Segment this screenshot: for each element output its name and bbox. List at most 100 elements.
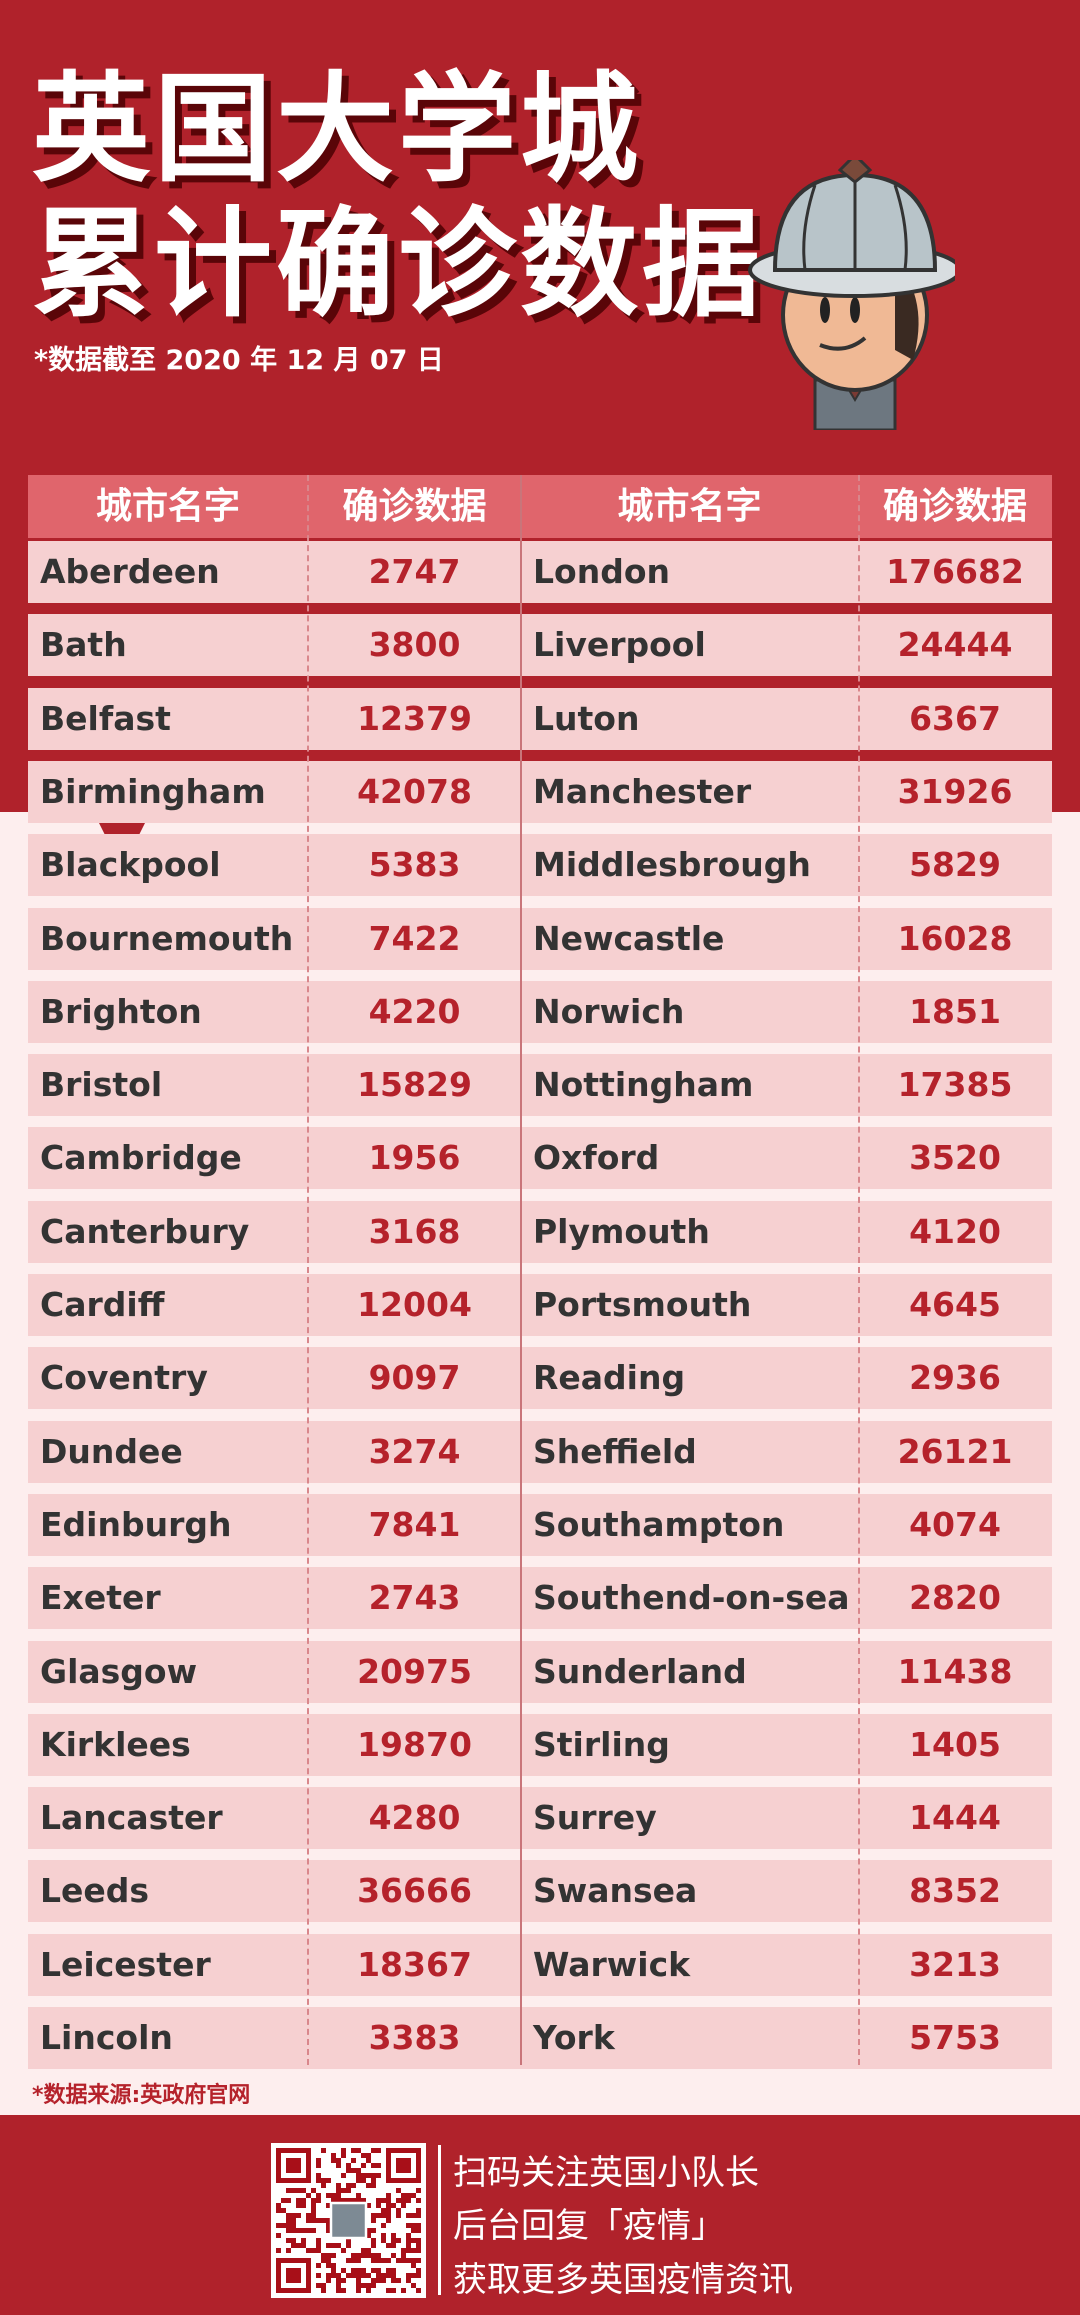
- table-row: Kirklees 19870 Stirling 1405: [28, 1713, 1052, 1776]
- case-count: 1444: [909, 1798, 1001, 1838]
- city-name: Leicester: [40, 1944, 211, 1984]
- city-name: Lincoln: [40, 2018, 173, 2057]
- case-count: 5383: [368, 845, 461, 885]
- table-row: Cambridge 1956 Oxford 3520: [28, 1127, 1052, 1190]
- case-count: 2747: [368, 552, 461, 591]
- city-name: Southend-on-sea: [533, 1578, 850, 1618]
- column-header-city: 城市名字: [617, 486, 762, 527]
- column-divider: [858, 475, 860, 2065]
- city-name: Sunderland: [533, 1651, 747, 1691]
- city-name: Leeds: [40, 1871, 150, 1911]
- case-count: 15829: [357, 1065, 472, 1105]
- city-name: Oxford: [533, 1138, 660, 1178]
- city-name: Dundee: [40, 1431, 183, 1471]
- table-row: Bath 3800 Liverpool 24444: [28, 614, 1052, 677]
- city-name: Reading: [533, 1358, 686, 1398]
- city-name: Canterbury: [40, 1211, 250, 1251]
- table-row: Birmingham 42078 Manchester 31926: [28, 760, 1052, 823]
- city-name: Exeter: [40, 1578, 161, 1618]
- case-count: 18367: [357, 1944, 472, 1984]
- city-name: Sheffield: [533, 1431, 697, 1471]
- case-count: 7841: [368, 1504, 461, 1544]
- case-count: 24444: [897, 625, 1013, 665]
- city-name: Aberdeen: [40, 552, 220, 591]
- table-row: Coventry 9097 Reading 2936: [28, 1347, 1052, 1410]
- table-row: Belfast 12379 Luton 6367: [28, 687, 1052, 750]
- case-count: 11438: [897, 1651, 1013, 1691]
- qr-code-icon[interactable]: [271, 2143, 426, 2298]
- case-count: 5829: [909, 845, 1001, 885]
- table-row: Leeds 36666 Swansea 8352: [28, 1860, 1052, 1923]
- column-header-cases: 确诊数据: [342, 486, 487, 527]
- case-count: 12004: [357, 1285, 472, 1324]
- table-row: Dundee 3274 Sheffield 26121: [28, 1420, 1052, 1483]
- city-name: Cardiff: [40, 1285, 165, 1324]
- case-count: 17385: [897, 1065, 1013, 1105]
- city-name: Middlesbrough: [533, 845, 811, 885]
- case-count: 4220: [368, 991, 461, 1031]
- table-header-row: 城市名字 确诊数据 城市名字 确诊数据: [28, 475, 1052, 538]
- case-count: 31926: [897, 771, 1013, 811]
- table-row: Bristol 15829 Nottingham 17385: [28, 1054, 1052, 1117]
- city-name: Bournemouth: [40, 918, 294, 958]
- city-name: Bristol: [40, 1065, 163, 1105]
- case-count: 19870: [357, 1724, 472, 1764]
- city-name: Manchester: [533, 771, 752, 811]
- column-header-cases: 确诊数据: [882, 486, 1027, 527]
- case-count: 20975: [357, 1651, 472, 1691]
- case-count: 6367: [909, 698, 1001, 738]
- city-name: Lancaster: [40, 1798, 223, 1838]
- case-count: 4280: [368, 1798, 461, 1838]
- city-name: Luton: [533, 698, 640, 738]
- title-line-2: 累计确诊数据: [32, 195, 765, 333]
- footer-line-3: 获取更多英国疫情资讯: [453, 2260, 793, 2300]
- case-count: 2936: [909, 1358, 1001, 1398]
- city-name: Kirklees: [40, 1724, 191, 1764]
- case-count: 3520: [909, 1138, 1001, 1178]
- table-row: Lincoln 3383 York 5753: [28, 2007, 1052, 2069]
- table-row: Cardiff 12004 Portsmouth 4645: [28, 1274, 1052, 1336]
- table-row: Edinburgh 7841 Southampton 4074: [28, 1493, 1052, 1556]
- table-row: Brighton 4220 Norwich 1851: [28, 980, 1052, 1043]
- case-count: 26121: [897, 1431, 1013, 1471]
- city-name: Liverpool: [533, 625, 706, 665]
- table-row: Blackpool 5383 Middlesbrough 5829: [28, 834, 1052, 897]
- table-row: Exeter 2743 Southend-on-sea 2820: [28, 1567, 1052, 1630]
- footer-banner: [0, 2115, 1080, 2315]
- case-count: 4120: [909, 1211, 1001, 1251]
- case-count: 8352: [909, 1871, 1001, 1911]
- city-name: Newcastle: [533, 918, 725, 958]
- header-banner: 英国大学城 累计确诊数据 *数据截至 2020 年 12 月 07 日: [0, 0, 1080, 812]
- city-name: Birmingham: [40, 771, 266, 811]
- footer-line-1: 扫码关注英国小队长: [453, 2153, 759, 2193]
- table-row: Canterbury 3168 Plymouth 4120: [28, 1200, 1052, 1263]
- column-header-city: 城市名字: [95, 486, 240, 527]
- city-name: London: [533, 552, 670, 591]
- case-count: 1956: [368, 1138, 461, 1178]
- case-count: 1851: [909, 991, 1001, 1031]
- city-name: Bath: [40, 625, 127, 665]
- city-name: Warwick: [533, 1944, 691, 1984]
- city-name: Surrey: [533, 1798, 657, 1838]
- city-name: Swansea: [533, 1871, 698, 1911]
- case-count: 3800: [368, 625, 461, 665]
- city-name: Edinburgh: [40, 1504, 232, 1544]
- table-row: Lancaster 4280 Surrey 1444: [28, 1787, 1052, 1850]
- city-name: Portsmouth: [533, 1285, 752, 1324]
- source-note: *数据来源:英政府官网: [32, 2083, 251, 2108]
- column-divider: [307, 475, 309, 2065]
- case-count: 12379: [357, 698, 472, 738]
- footer-line-2: 后台回复「疫情」: [453, 2206, 725, 2246]
- case-count: 176682: [886, 552, 1024, 591]
- case-count: 16028: [897, 918, 1013, 958]
- case-count: 2820: [909, 1578, 1001, 1618]
- footer-divider: [438, 2145, 441, 2295]
- case-count: 3168: [368, 1211, 461, 1251]
- date-note: *数据截至 2020 年 12 月 07 日: [34, 345, 444, 376]
- city-name: Coventry: [40, 1358, 208, 1398]
- case-count: 3274: [368, 1431, 461, 1471]
- city-name: Belfast: [40, 698, 171, 738]
- city-name: Southampton: [533, 1504, 785, 1544]
- city-name: Stirling: [533, 1724, 670, 1764]
- case-count: 9097: [368, 1358, 461, 1398]
